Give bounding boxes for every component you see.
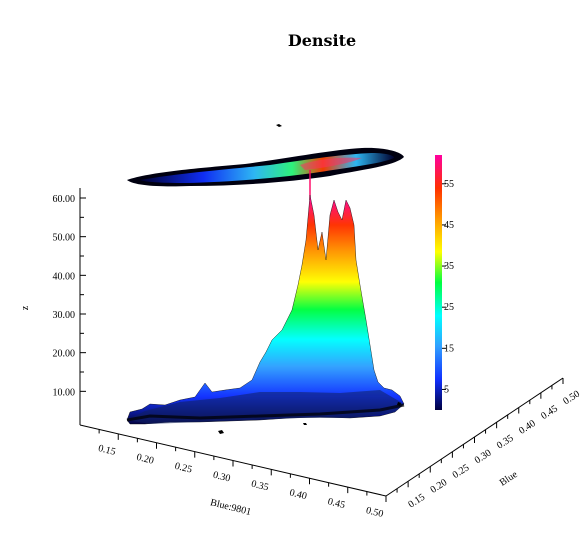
x-tick-label: 0.25 — [174, 461, 194, 476]
y-tick-label: 0.50 — [561, 389, 580, 408]
colorbar-tick-label: 5 — [444, 384, 449, 395]
colorbar-gradient — [435, 155, 442, 410]
z-ticks: 10.00 20.00 30.00 40.00 50.00 60.00 — [53, 194, 86, 398]
colorbar-ticks: 5 15 25 35 45 55 — [442, 179, 454, 395]
colorbar-tick-label: 55 — [444, 179, 454, 190]
x-tick-label: 0.35 — [250, 478, 270, 493]
surface-base-shadow — [127, 390, 404, 424]
y-tick-label: 0.45 — [539, 403, 560, 422]
surface-floor-edge — [126, 403, 405, 422]
colorbar: 5 15 25 35 45 55 — [435, 155, 454, 410]
x-axis-label: Blue:9801 — [209, 497, 252, 518]
y-ticks: 0.150.200.250.300.350.400.450.50 — [396, 378, 580, 511]
y-tick-label: 0.35 — [495, 433, 516, 452]
y-tick-label: 0.25 — [451, 462, 472, 481]
x-ticks: 0.15 0.20 0.25 0.30 0.35 0.40 0.45 0.50 — [97, 429, 387, 520]
y-axis-label: Blue — [498, 469, 520, 489]
z-tick-label: 40.00 — [53, 271, 76, 282]
x-tick-label: 0.45 — [327, 496, 347, 511]
z-tick-label: 20.00 — [53, 349, 76, 360]
x-tick-label: 0.40 — [288, 487, 308, 502]
y-tick-label: 0.40 — [517, 418, 538, 437]
colorbar-tick-label: 45 — [444, 220, 454, 231]
surface-silhouette — [126, 194, 405, 425]
x-tick-label: 0.50 — [365, 505, 385, 520]
top-projection-heatmap — [127, 124, 404, 200]
projection-peak — [300, 157, 362, 170]
z-tick-label: 10.00 — [53, 387, 76, 398]
colorbar-tick-label: 35 — [444, 261, 454, 272]
y-tick-label: 0.30 — [473, 448, 494, 467]
chart-title: Densite — [288, 31, 356, 50]
y-tick-label: 0.20 — [429, 477, 450, 496]
z-tick-label: 60.00 — [53, 194, 76, 205]
z-axis-label: z — [20, 305, 31, 310]
x-tick-label: 0.15 — [97, 443, 117, 458]
z-tick-label: 30.00 — [53, 310, 76, 321]
colorbar-tick-label: 15 — [444, 343, 454, 354]
projection-speck — [276, 124, 282, 127]
colorbar-tick-label: 25 — [444, 302, 454, 313]
z-tick-label: 50.00 — [53, 233, 76, 244]
density-surface — [126, 194, 405, 434]
y-tick-label: 0.15 — [406, 492, 427, 511]
x-tick-label: 0.30 — [212, 470, 232, 485]
x-tick-label: 0.20 — [135, 452, 155, 467]
